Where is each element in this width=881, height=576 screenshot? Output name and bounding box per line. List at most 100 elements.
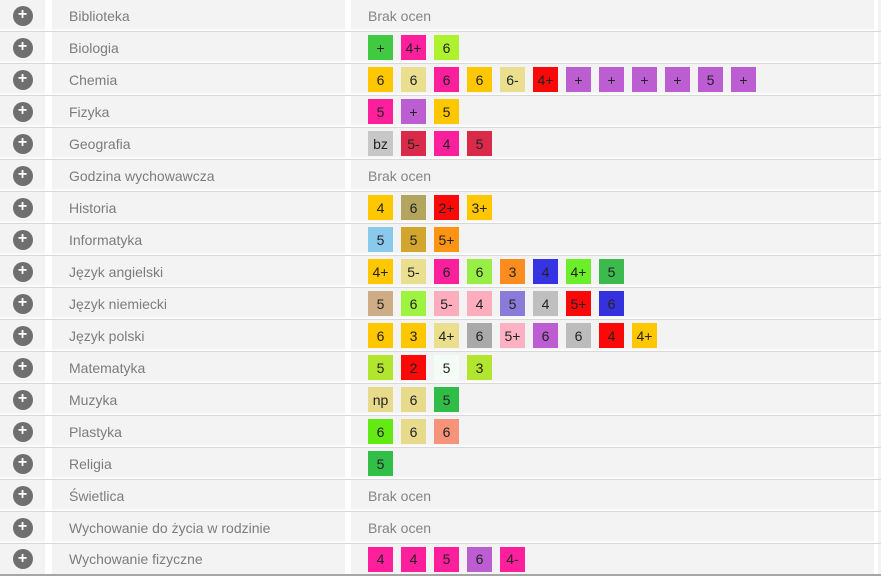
plus-circle-icon[interactable]: + (12, 485, 33, 506)
grade-badge[interactable]: 5 (368, 227, 393, 252)
grade-badge[interactable]: 5 (434, 546, 459, 572)
plus-circle-icon[interactable]: + (12, 453, 33, 474)
grade-badge[interactable]: 5- (401, 259, 426, 284)
grade-badge[interactable]: 4 (599, 323, 624, 348)
no-grades-label: Brak ocen (368, 7, 432, 24)
plus-circle-icon[interactable]: + (12, 101, 33, 122)
plus-circle-icon[interactable]: + (12, 261, 33, 282)
grade-badge[interactable]: 6 (368, 419, 393, 444)
grade-badge[interactable]: 6 (434, 259, 459, 284)
grade-badge[interactable]: 6 (434, 35, 459, 60)
grade-badge[interactable]: 5 (467, 131, 492, 156)
plus-circle-icon[interactable]: + (12, 357, 33, 378)
grade-badge[interactable]: 5 (599, 259, 624, 284)
subject-label: Biblioteka (69, 7, 130, 24)
grade-badge[interactable]: + (599, 67, 624, 92)
grade-badge[interactable]: 5- (434, 291, 459, 316)
subject-label: Geografia (69, 135, 131, 152)
subject-row: + Religia 5 (0, 448, 881, 480)
grade-badge[interactable]: 5- (401, 131, 426, 156)
grade-badge[interactable]: + (368, 35, 393, 60)
grade-badge[interactable]: 4+ (533, 67, 558, 92)
grade-badge[interactable]: + (401, 99, 426, 124)
grade-badge[interactable]: 3 (467, 355, 492, 380)
plus-circle-icon[interactable]: + (12, 69, 33, 90)
plus-circle-icon[interactable]: + (12, 517, 33, 538)
grade-badge[interactable]: 4+ (368, 259, 393, 284)
plus-circle-icon[interactable]: + (12, 421, 33, 442)
plus-circle-icon[interactable]: + (12, 549, 33, 569)
grade-badge[interactable]: 5 (368, 99, 393, 124)
subject-row: + Historia 4 6 2+ 3+ (0, 192, 881, 224)
grade-badge[interactable]: 6 (599, 291, 624, 316)
grade-badge[interactable]: 5 (434, 355, 459, 380)
grade-badge[interactable]: 2+ (434, 195, 459, 220)
grade-badge[interactable]: 4+ (401, 35, 426, 60)
grade-badge[interactable]: + (566, 67, 591, 92)
grade-badge[interactable]: 4 (368, 546, 393, 572)
grade-badge[interactable]: 6 (368, 67, 393, 92)
grade-badge[interactable]: 5 (368, 291, 393, 316)
grade-badge[interactable]: 6 (401, 291, 426, 316)
plus-circle-icon[interactable]: + (12, 133, 33, 154)
grade-badge[interactable]: 5+ (500, 323, 525, 348)
grade-badge[interactable]: 6 (467, 323, 492, 348)
grade-badge[interactable]: 6 (566, 323, 591, 348)
grade-badge[interactable]: + (731, 67, 756, 92)
plus-circle-icon[interactable]: + (12, 389, 33, 410)
grade-badge[interactable]: 3 (500, 259, 525, 284)
column-divider (45, 32, 52, 63)
no-grades-label: Brak ocen (368, 167, 432, 184)
grade-badge[interactable]: 2 (401, 355, 426, 380)
grade-badge[interactable]: 5+ (434, 227, 459, 252)
plus-circle-icon[interactable]: + (12, 197, 33, 218)
grade-badge[interactable]: 4+ (632, 323, 657, 348)
grade-badge[interactable]: 6 (467, 259, 492, 284)
plus-circle-icon[interactable]: + (12, 229, 33, 250)
grade-badge[interactable]: 5 (401, 227, 426, 252)
grade-badge[interactable]: 5 (368, 355, 393, 380)
grade-badge[interactable]: 6 (467, 67, 492, 92)
grade-badge[interactable]: 4- (500, 546, 525, 572)
grade-badge[interactable]: 4+ (566, 259, 591, 284)
grade-badge[interactable]: 6 (401, 195, 426, 220)
grade-badge[interactable]: 5 (434, 387, 459, 412)
grade-badge[interactable]: 5 (500, 291, 525, 316)
grade-badge[interactable]: 6 (467, 546, 492, 572)
plus-circle-icon[interactable]: + (12, 325, 33, 346)
grade-badge[interactable]: 4+ (434, 323, 459, 348)
grade-badge[interactable]: 6- (500, 67, 525, 92)
grade-badge[interactable]: 6 (401, 387, 426, 412)
grade-badge[interactable]: 5+ (566, 291, 591, 316)
grade-badge[interactable]: 6 (401, 419, 426, 444)
subject-row: + Geografia bz 5- 4 5 (0, 128, 881, 160)
plus-circle-icon[interactable]: + (12, 37, 33, 58)
grade-badge[interactable]: 4 (434, 131, 459, 156)
grade-badge[interactable]: 4 (467, 291, 492, 316)
plus-circle-icon[interactable]: + (12, 5, 33, 26)
grade-badge[interactable]: 3 (401, 323, 426, 348)
grade-badge[interactable]: 6 (401, 67, 426, 92)
grade-badge[interactable]: 6 (434, 419, 459, 444)
grade-badge[interactable]: 5 (368, 451, 393, 476)
grade-badge[interactable]: 3+ (467, 195, 492, 220)
grade-badge[interactable]: 5 (698, 67, 723, 92)
column-divider (874, 224, 878, 255)
grade-badge[interactable]: 6 (434, 67, 459, 92)
plus-circle-icon[interactable]: + (12, 293, 33, 314)
plus-circle-icon[interactable]: + (12, 165, 33, 186)
grade-badge[interactable]: 4 (533, 291, 558, 316)
grades-cell: 5 (351, 448, 874, 479)
grade-badge[interactable]: 4 (533, 259, 558, 284)
grade-badge[interactable]: + (665, 67, 690, 92)
subject-label: Historia (69, 199, 117, 216)
grade-badge[interactable]: 6 (533, 323, 558, 348)
grade-badge[interactable]: 4 (368, 195, 393, 220)
grade-badge[interactable]: bz (368, 131, 393, 156)
grade-badge[interactable]: np (368, 387, 393, 412)
column-divider (345, 128, 351, 159)
grade-badge[interactable]: 4 (401, 546, 426, 572)
grade-badge[interactable]: + (632, 67, 657, 92)
grade-badge[interactable]: 6 (368, 323, 393, 348)
grade-badge[interactable]: 5 (434, 99, 459, 124)
